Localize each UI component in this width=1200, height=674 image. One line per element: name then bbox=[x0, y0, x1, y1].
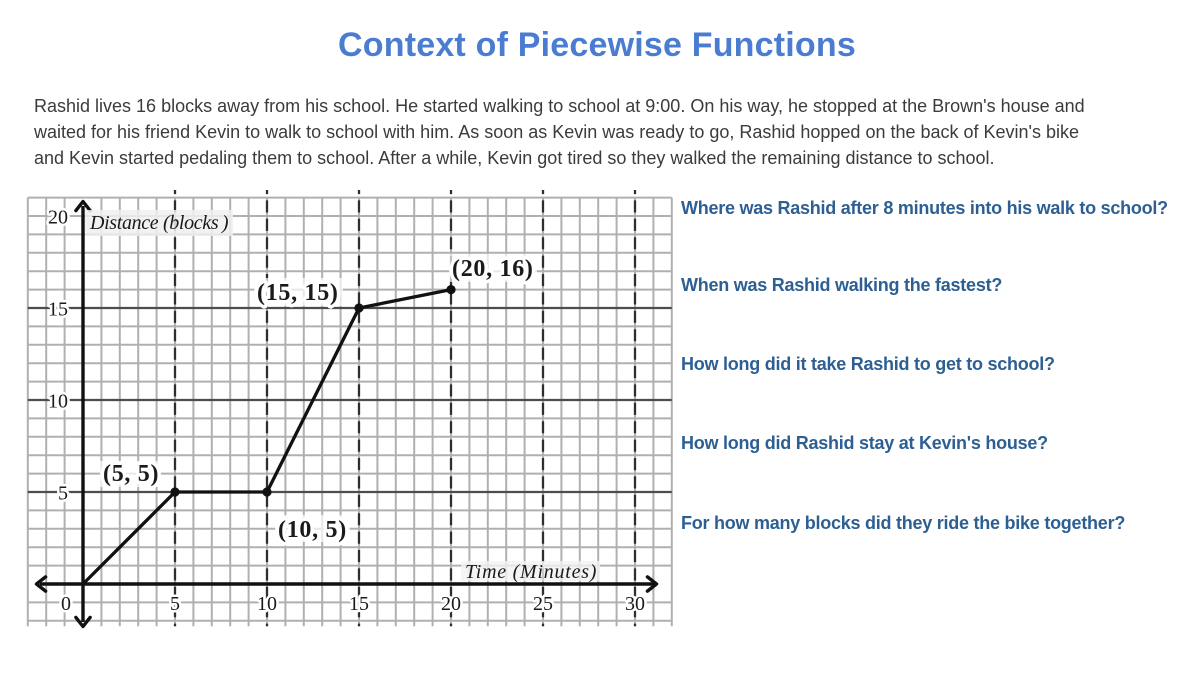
svg-text:25: 25 bbox=[533, 593, 553, 615]
svg-text:0: 0 bbox=[61, 593, 71, 615]
svg-text:5: 5 bbox=[170, 593, 180, 615]
svg-text:(15, 15): (15, 15) bbox=[257, 280, 339, 306]
svg-text:15: 15 bbox=[349, 593, 369, 615]
svg-text:10: 10 bbox=[257, 593, 277, 615]
svg-text:20: 20 bbox=[48, 206, 68, 228]
svg-text:(5, 5): (5, 5) bbox=[103, 461, 159, 487]
svg-text:(10, 5): (10, 5) bbox=[278, 517, 347, 543]
svg-text:Distance (blocks ): Distance (blocks ) bbox=[89, 212, 229, 234]
svg-text:10: 10 bbox=[48, 390, 68, 412]
svg-text:20: 20 bbox=[441, 593, 461, 615]
svg-text:(20, 16): (20, 16) bbox=[452, 256, 534, 282]
svg-text:30: 30 bbox=[625, 593, 645, 615]
svg-text:15: 15 bbox=[48, 298, 68, 320]
svg-text:5: 5 bbox=[58, 482, 68, 504]
svg-text:Time (Minutes): Time (Minutes) bbox=[465, 561, 597, 583]
